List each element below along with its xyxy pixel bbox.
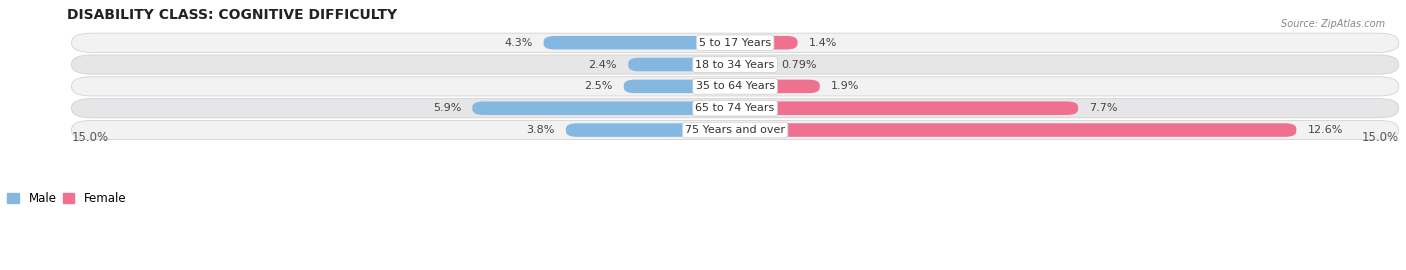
Text: 4.3%: 4.3% [505, 38, 533, 48]
FancyBboxPatch shape [624, 80, 735, 93]
Text: 3.8%: 3.8% [526, 125, 555, 135]
Text: 2.4%: 2.4% [589, 60, 617, 70]
Text: 12.6%: 12.6% [1308, 125, 1343, 135]
FancyBboxPatch shape [72, 55, 1399, 74]
FancyBboxPatch shape [72, 99, 1399, 118]
FancyBboxPatch shape [735, 80, 820, 93]
Text: 75 Years and over: 75 Years and over [685, 125, 785, 135]
Text: DISABILITY CLASS: COGNITIVE DIFFICULTY: DISABILITY CLASS: COGNITIVE DIFFICULTY [67, 8, 396, 22]
Text: 5 to 17 Years: 5 to 17 Years [699, 38, 770, 48]
Text: 5.9%: 5.9% [433, 103, 461, 113]
FancyBboxPatch shape [544, 36, 735, 49]
Text: Source: ZipAtlas.com: Source: ZipAtlas.com [1281, 19, 1385, 29]
FancyBboxPatch shape [72, 33, 1399, 52]
Text: 0.79%: 0.79% [782, 60, 817, 70]
Text: 15.0%: 15.0% [72, 131, 108, 144]
FancyBboxPatch shape [628, 58, 735, 71]
FancyBboxPatch shape [735, 102, 1078, 115]
FancyBboxPatch shape [735, 36, 797, 49]
FancyBboxPatch shape [735, 123, 1296, 137]
FancyBboxPatch shape [72, 120, 1399, 140]
FancyBboxPatch shape [72, 77, 1399, 96]
Text: 35 to 64 Years: 35 to 64 Years [696, 81, 775, 91]
Text: 65 to 74 Years: 65 to 74 Years [696, 103, 775, 113]
Text: 1.9%: 1.9% [831, 81, 859, 91]
FancyBboxPatch shape [565, 123, 735, 137]
Text: 18 to 34 Years: 18 to 34 Years [696, 60, 775, 70]
Text: 7.7%: 7.7% [1090, 103, 1118, 113]
Text: 2.5%: 2.5% [585, 81, 613, 91]
Text: 1.4%: 1.4% [808, 38, 837, 48]
Legend: Male, Female: Male, Female [3, 188, 131, 210]
FancyBboxPatch shape [735, 58, 770, 71]
FancyBboxPatch shape [472, 102, 735, 115]
Text: 15.0%: 15.0% [1361, 131, 1399, 144]
